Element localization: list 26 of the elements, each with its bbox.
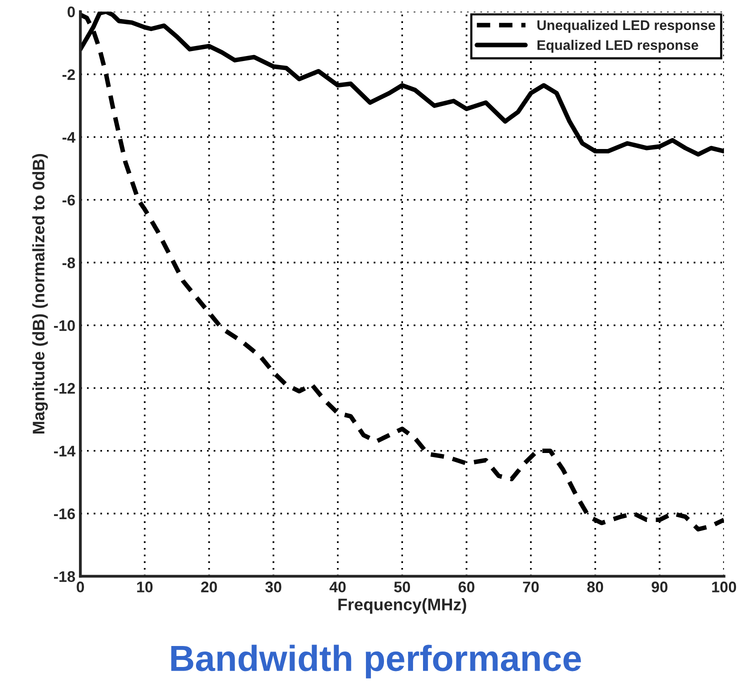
legend-label: Unequalized LED response	[537, 20, 716, 33]
x-tick-label: 70	[523, 582, 539, 592]
legend-label: Equalized LED response	[538, 40, 698, 53]
y-tick-label: -4	[62, 132, 76, 143]
y-tick-label: -10	[54, 320, 75, 331]
x-tick-label: 10	[137, 582, 153, 592]
x-tick-label: 90	[652, 582, 668, 592]
x-tick-label: 100	[712, 582, 736, 592]
x-tick-label: 80	[587, 582, 604, 592]
x-tick-label: 30	[265, 582, 282, 592]
text: Bandwidth performance	[171, 644, 581, 678]
y-tick-label: -16	[54, 508, 75, 520]
y-tick-label: -14	[54, 446, 76, 456]
x-tick-label: 40	[330, 582, 346, 592]
y-tick-label: -8	[62, 257, 76, 268]
x-axis-title: Frequency(MHz)	[338, 598, 466, 614]
x-tick-label: 50	[394, 582, 410, 592]
y-tick-label: -6	[62, 194, 75, 206]
y-tick-label: -12	[54, 382, 75, 394]
x-tick-label: 0	[76, 582, 84, 592]
y-tick-label: -18	[54, 571, 76, 582]
y-tick-label: 0	[68, 6, 75, 18]
x-tick-label: 60	[458, 582, 474, 592]
y-axis-title: Magnitude (dB) (normalized to 0dB)	[32, 154, 48, 434]
x-tick-label: 20	[201, 582, 217, 592]
y-tick-label: -2	[62, 69, 75, 80]
